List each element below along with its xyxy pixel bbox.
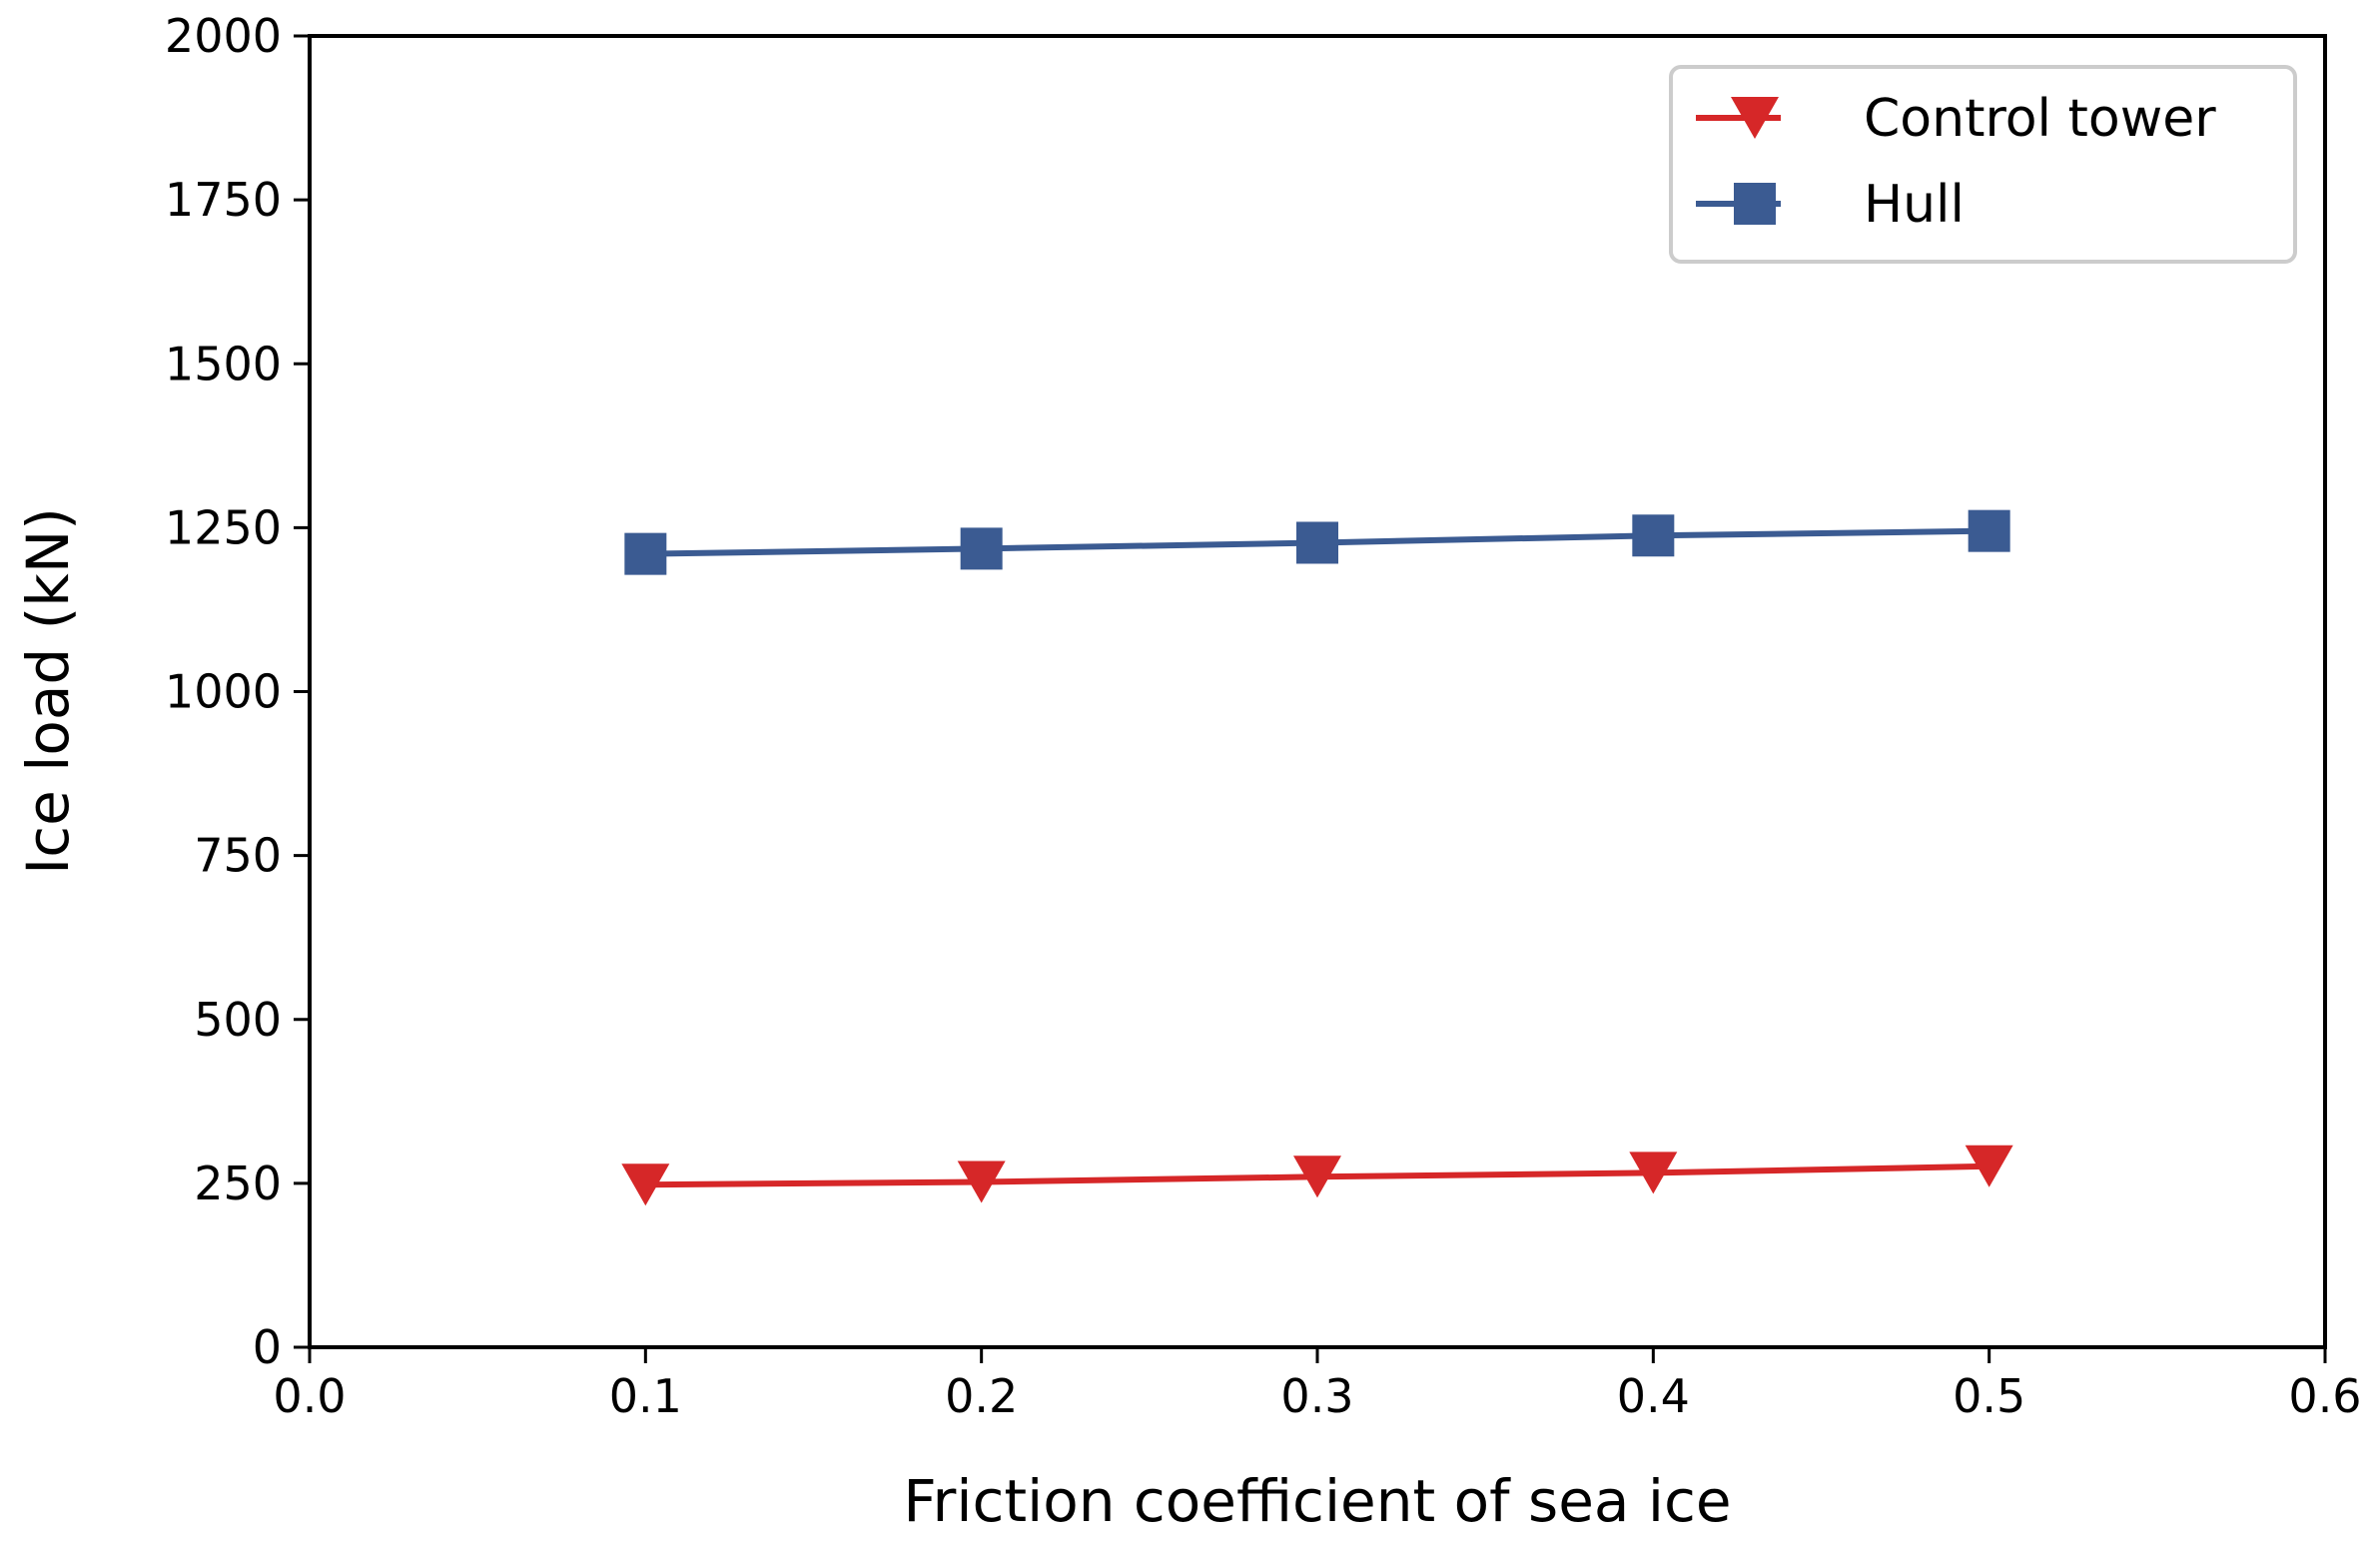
- data-point-control-tower: [1293, 1156, 1341, 1198]
- legend-marker: [1734, 183, 1776, 225]
- x-tick-label: 0.4: [1617, 1369, 1690, 1423]
- x-tick-label: 0.2: [945, 1369, 1018, 1423]
- data-point-control-tower: [621, 1163, 670, 1206]
- y-tick-label: 750: [194, 829, 282, 883]
- y-tick-label: 2000: [165, 9, 282, 63]
- x-tick-label: 0.6: [2288, 1369, 2361, 1423]
- y-tick-label: 500: [194, 993, 282, 1047]
- series-hull: [624, 509, 2010, 575]
- y-tick-label: 1500: [165, 337, 282, 390]
- y-tick-label: 1250: [165, 500, 282, 554]
- data-point-control-tower: [1629, 1152, 1678, 1194]
- legend-marker: [1731, 97, 1779, 139]
- y-tick-label: 1750: [165, 173, 282, 227]
- x-tick-label: 0.0: [273, 1369, 346, 1423]
- series-layer: [621, 509, 2013, 1206]
- legend: Control tower Hull: [1669, 65, 2297, 264]
- y-tick-label: 250: [194, 1157, 282, 1210]
- x-tick-label: 0.1: [609, 1369, 682, 1423]
- legend-items: Control tower Hull: [1696, 89, 2216, 235]
- series-control-tower: [621, 1145, 2013, 1206]
- data-point-control-tower: [957, 1160, 1006, 1203]
- y-tick-label: 0: [253, 1320, 282, 1374]
- x-axis: 0.0 0.1 0.2 0.3 0.4 0.5 0.6: [273, 1347, 2362, 1423]
- y-axis: 0 250 500 750 1000 1250 1500 1750 2000: [165, 9, 310, 1374]
- data-point-hull: [960, 527, 1003, 570]
- legend-box: [1669, 65, 2297, 264]
- data-point-hull: [1296, 521, 1338, 564]
- legend-label: Hull: [1864, 175, 1965, 235]
- data-point-hull: [624, 532, 667, 575]
- x-tick-label: 0.3: [1280, 1369, 1353, 1423]
- data-point-control-tower: [1965, 1145, 2013, 1187]
- data-point-hull: [1632, 514, 1675, 557]
- y-axis-label: Ice load (kN): [14, 507, 82, 875]
- legend-item-control-tower: Control tower: [1696, 89, 2216, 149]
- x-tick-label: 0.5: [1953, 1369, 2025, 1423]
- data-point-hull: [1968, 509, 2010, 552]
- legend-item-hull: Hull: [1696, 175, 1965, 235]
- y-tick-label: 1000: [165, 665, 282, 719]
- x-axis-label: Friction coefficient of sea ice: [903, 1467, 1731, 1535]
- legend-label: Control tower: [1864, 89, 2216, 149]
